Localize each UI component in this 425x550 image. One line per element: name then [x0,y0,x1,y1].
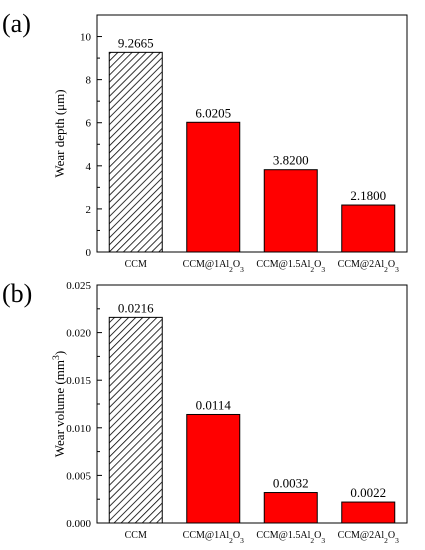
chart-panel-b: (b) 0.000 0.005 0.010 0.015 0.020 0.025 Wear vo… [2,279,408,545]
value-label: 0.0032 [273,476,309,491]
category-label: CCM [125,259,147,270]
bar-3 [263,492,318,524]
category-label: CCM [125,530,147,541]
plot-frame [96,14,408,253]
panel-label: (b) [2,279,32,308]
y-tick-label: 0.010 [66,423,91,435]
value-label: 0.0022 [350,485,386,500]
y-axis-title: Wear volume (mm3) [51,351,68,457]
bar-1 [108,51,163,253]
y-tick-label: 6 [86,118,92,130]
y-axis-title: Wear depth (μm) [52,89,67,177]
category-label: CCM@1.5Al2O3 [256,259,325,274]
y-tick-label: 0 [86,247,92,259]
y-tick-label: 10 [80,32,92,44]
category-label: CCM@2Al2O3 [338,530,399,545]
y-tick-label: 0.015 [66,375,91,387]
value-label: 2.1800 [350,188,386,203]
value-label: 3.8200 [273,153,309,168]
panel-label: (a) [2,9,31,38]
bar-4 [341,204,396,253]
value-label: 9.2665 [118,35,154,50]
category-label: CCM@1Al2O3 [183,530,244,545]
y-tick-label: 8 [86,75,92,87]
y-tick-label: 0.000 [66,518,91,530]
value-label: 0.0114 [196,397,232,412]
bar-2 [186,121,241,253]
chart-panel-a: (a) 0 2 4 6 8 10 Wear depth (μm) 9.2665 CCM 6.0205… [2,9,408,274]
y-tick-label: 2 [86,204,92,216]
category-label: CCM@1.5Al2O3 [256,530,325,545]
y-tick-label: 4 [86,161,92,173]
value-label: 6.0205 [195,105,231,120]
bar-3 [263,169,318,253]
bar-2 [186,413,241,524]
y-tick-label: 0.020 [66,328,91,340]
category-label: CCM@1Al2O3 [183,259,244,274]
bar-4 [341,501,396,524]
value-label: 0.0216 [118,300,154,315]
y-tick-label: 0.025 [66,280,91,292]
y-tick-label: 0.005 [66,470,91,482]
category-label: CCM@2Al2O3 [338,259,399,274]
bar-1 [108,316,163,524]
